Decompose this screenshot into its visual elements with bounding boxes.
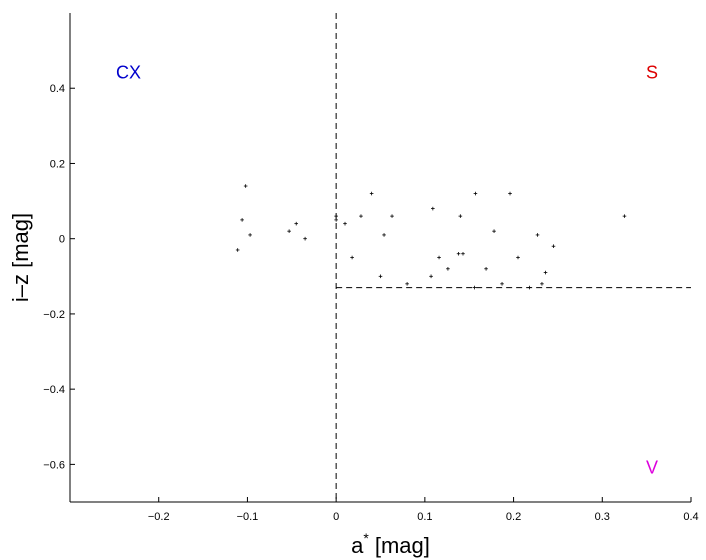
region-label-v: V bbox=[646, 457, 658, 477]
data-point bbox=[535, 233, 540, 237]
data-point bbox=[492, 229, 496, 233]
data-point bbox=[334, 218, 338, 222]
data-point bbox=[294, 221, 299, 226]
data-point bbox=[461, 251, 465, 256]
data-point bbox=[484, 266, 488, 271]
data-point bbox=[446, 266, 450, 271]
y-tick-label: 0.4 bbox=[50, 83, 65, 95]
data-point bbox=[472, 285, 477, 290]
data-point bbox=[243, 184, 248, 188]
reference-lines bbox=[335, 13, 691, 502]
data-point bbox=[543, 270, 548, 275]
x-tick-label: 0.1 bbox=[417, 511, 432, 523]
data-point bbox=[516, 255, 520, 260]
axes: −0.2 −0.1 0 0.1 0.2 0.3 0.4 0.4 0.2 0 −0.2 −0.4 −0.6 bbox=[43, 13, 699, 523]
y-tick-label: −0.2 bbox=[43, 309, 65, 321]
data-point bbox=[622, 214, 627, 218]
data-point bbox=[405, 282, 409, 286]
data-point bbox=[369, 191, 374, 196]
x-axis-title-main: a bbox=[351, 533, 364, 558]
data-point bbox=[431, 206, 435, 211]
data-point bbox=[240, 218, 244, 222]
region-labels: CX S V bbox=[116, 62, 658, 477]
data-point bbox=[500, 282, 504, 286]
data-point bbox=[378, 274, 383, 279]
y-tick-label: −0.6 bbox=[43, 459, 65, 471]
x-axis-title: a* [mag] bbox=[351, 530, 430, 558]
x-tick-label: 0.4 bbox=[683, 511, 698, 523]
data-point bbox=[473, 191, 478, 196]
data-point bbox=[303, 236, 307, 241]
y-tick-label: 0 bbox=[59, 234, 65, 246]
data-point bbox=[390, 214, 394, 218]
data-point bbox=[334, 214, 338, 218]
data-point bbox=[235, 248, 240, 252]
data-point bbox=[551, 244, 556, 249]
data-point bbox=[359, 214, 363, 218]
x-axis-title-unit: [mag] bbox=[375, 533, 430, 558]
data-point bbox=[382, 233, 386, 237]
data-point bbox=[508, 191, 512, 196]
data-point bbox=[429, 274, 433, 279]
y-tick-label: 0.2 bbox=[50, 158, 65, 170]
region-label-s: S bbox=[646, 62, 658, 82]
x-tick-label: −0.2 bbox=[148, 511, 170, 523]
y-tick-label: −0.4 bbox=[43, 384, 65, 396]
data-point bbox=[456, 251, 461, 256]
data-point bbox=[343, 221, 347, 226]
y-axis-title: i–z [mag] bbox=[8, 213, 33, 302]
axis-titles: a* [mag] i–z [mag] bbox=[8, 213, 430, 558]
x-tick-label: 0.3 bbox=[595, 511, 610, 523]
data-point bbox=[437, 255, 441, 260]
region-label-cx: CX bbox=[116, 62, 141, 82]
x-axis-title-superscript: * bbox=[363, 530, 369, 546]
x-tick-label: −0.1 bbox=[237, 511, 259, 523]
x-tick-label: 0.2 bbox=[506, 511, 521, 523]
x-tick-label: 0 bbox=[333, 511, 339, 523]
data-point bbox=[350, 255, 354, 260]
data-point bbox=[527, 285, 532, 290]
data-point bbox=[248, 233, 252, 237]
data-point bbox=[287, 229, 291, 233]
data-points bbox=[235, 184, 627, 290]
data-point bbox=[540, 282, 544, 286]
data-point bbox=[458, 214, 463, 218]
